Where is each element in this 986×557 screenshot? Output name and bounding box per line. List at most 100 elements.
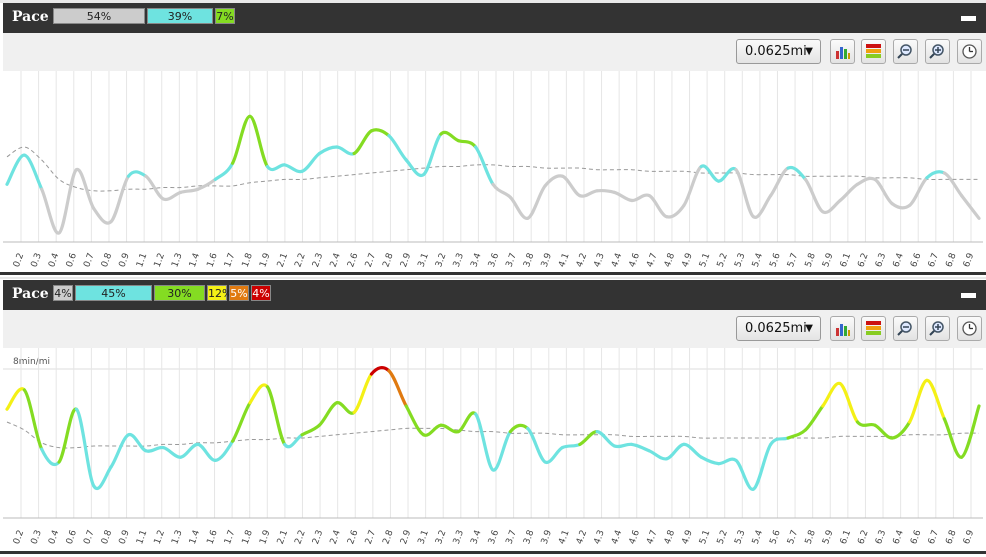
x-tick-label: 4.7 (645, 529, 659, 546)
zoom-in-icon (929, 321, 944, 336)
pace-line-segment (769, 436, 790, 446)
pace-line-segment (855, 420, 877, 427)
minimize-button[interactable] (961, 293, 976, 298)
pace-line-segment (317, 145, 339, 156)
color-zones-button[interactable] (861, 39, 886, 64)
x-tick-label: 4.9 (680, 529, 694, 546)
pace-line-segment (161, 446, 183, 459)
zone-segment: 45% (75, 285, 152, 301)
x-tick-label: 1.1 (135, 529, 149, 546)
pace-line-segment (92, 465, 113, 490)
x-tick-label: 2.7 (364, 529, 378, 546)
bar-chart-button[interactable] (830, 316, 855, 341)
x-tick-label: 6.9 (962, 529, 976, 546)
x-tick-label: 5.7 (786, 252, 800, 269)
x-tick-label: 4.2 (575, 529, 589, 546)
clock-button[interactable] (957, 316, 982, 341)
minimize-button[interactable] (961, 16, 976, 21)
x-tick-label: 5.2 (716, 529, 730, 546)
pace-line-segment (57, 407, 78, 464)
distance-select-value: 0.0625mi (745, 44, 807, 59)
panel-title: Pace (12, 9, 49, 25)
zone-segment: 39% (147, 8, 213, 24)
zone-segment: 5% (229, 285, 249, 301)
pace-line-segment (265, 163, 287, 172)
pace-line-segment (612, 190, 634, 203)
x-tick-label: 6.3 (874, 529, 888, 546)
pace-line-segment (369, 128, 391, 138)
x-tick-label: 1.1 (135, 252, 149, 269)
x-tick-label: 6.7 (927, 529, 941, 546)
pace-line-segment (213, 161, 235, 181)
x-tick-label: 2.3 (311, 252, 325, 269)
bar-chart-button[interactable] (830, 39, 855, 64)
x-tick-label: 1.6 (205, 529, 219, 546)
x-tick-label: 1.8 (241, 529, 255, 546)
pace-line-segment (474, 145, 495, 186)
x-tick-label: 4.4 (610, 529, 624, 546)
pace-line-segment (543, 446, 564, 464)
x-tick-label: 5.3 (733, 252, 747, 269)
x-tick-label: 5.7 (786, 529, 800, 546)
pace-line-segment (491, 430, 512, 472)
x-tick-label: 6.1 (839, 529, 853, 546)
distance-select[interactable]: 0.0625mi ▼ (736, 39, 821, 64)
pace-line-segment (630, 193, 651, 203)
x-tick-label: 5.2 (716, 252, 730, 269)
x-tick-label: 5.9 (821, 529, 835, 546)
x-tick-label: 2.9 (399, 529, 413, 546)
pace-line-segment (5, 153, 26, 186)
x-tick-label: 1.2 (153, 252, 167, 269)
pace-line-segment (456, 139, 478, 149)
x-tick-label: 6.2 (856, 529, 870, 546)
x-tick-label: 1.9 (258, 252, 272, 269)
pace-line-segment (161, 190, 183, 202)
x-tick-label: 4.2 (575, 252, 589, 269)
zoom-out-icon (897, 321, 912, 336)
pace-line-segment (126, 170, 148, 178)
x-tick-label: 6.6 (909, 529, 923, 546)
x-tick-label: 3.7 (505, 252, 519, 269)
x-tick-label: 5.3 (733, 529, 747, 546)
pace-line-segment (352, 129, 374, 156)
pace-line-segment (248, 114, 269, 169)
zoom-in-button[interactable] (925, 39, 950, 64)
zone-segment: 54% (53, 8, 145, 24)
x-tick-label: 0.7 (82, 252, 96, 269)
x-tick-label: 1.7 (223, 529, 237, 546)
color-zones-button[interactable] (861, 316, 886, 341)
x-tick-label: 0.2 (12, 252, 26, 269)
zoom-in-button[interactable] (925, 316, 950, 341)
pace-line-segment (595, 188, 617, 194)
x-tick-label: 6.6 (909, 252, 923, 269)
pace-line-segment (422, 423, 443, 437)
pace-line-segment (526, 184, 547, 220)
pace-line-segment (751, 442, 773, 491)
pace-line-segment (74, 407, 96, 488)
zone-segment: 30% (154, 285, 205, 301)
zoom-out-button[interactable] (893, 316, 918, 341)
x-tick-label: 3.1 (417, 252, 431, 269)
pace-line-segment (630, 442, 651, 453)
x-tick-label: 4.3 (593, 529, 607, 546)
pace-line-segment (491, 182, 512, 199)
zone-segment: 4% (251, 285, 271, 301)
pace-line-segment (387, 134, 408, 162)
x-tick-label: 5.6 (768, 252, 782, 269)
x-tick-label: 3.3 (452, 252, 466, 269)
clock-button[interactable] (957, 39, 982, 64)
pace-line-segment (890, 420, 912, 440)
x-tick-label: 1.3 (170, 529, 184, 546)
x-tick-label: 0.8 (100, 529, 114, 546)
pace-line-segment (734, 458, 755, 491)
zone-segment: 4% (53, 285, 73, 301)
x-tick-label: 1.7 (223, 252, 237, 269)
x-tick-label: 0.8 (100, 252, 114, 269)
pace-line-segment (57, 168, 78, 235)
distance-select[interactable]: 0.0625mi ▼ (736, 316, 821, 341)
zoom-out-button[interactable] (893, 39, 918, 64)
pace-chart-1[interactable]: 0.2 0.3 0.4 0.6 0.7 0.8 0.9 1.1 1.2 1.3 1.4 1.6 1.7 1… (3, 71, 983, 271)
pace-chart-2[interactable]: 8min/mi 0.2 0.3 0.4 0.6 0.7 0.8 0.9 1.1 1.2 1.3 1.4… (3, 348, 983, 550)
pace-line-segment (404, 404, 426, 437)
pace-line-segment (578, 189, 599, 198)
